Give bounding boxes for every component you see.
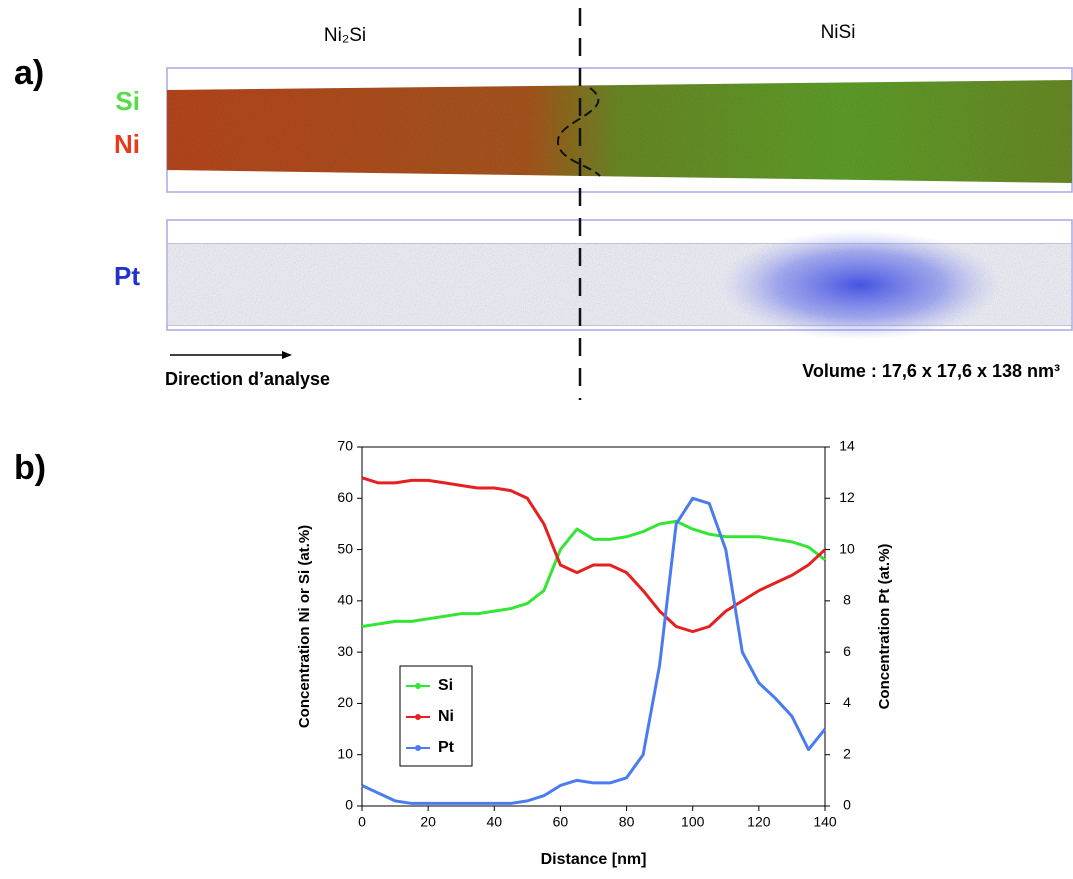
x-tick-label: 140 xyxy=(813,814,837,830)
x-tick-label: 100 xyxy=(681,814,705,830)
y-tick-label: 70 xyxy=(337,438,353,454)
y-tick-label: 10 xyxy=(337,745,353,761)
y-tick-label: 40 xyxy=(337,592,353,608)
x-axis-label: Distance [nm] xyxy=(541,851,647,868)
y-tick-label: 50 xyxy=(337,540,353,556)
direction-label: Direction d’analyse xyxy=(165,369,330,389)
x-tick-label: 0 xyxy=(358,814,366,830)
y-axis-label: Concentration Ni or Si (at.%) xyxy=(296,525,313,728)
y2-tick-label: 8 xyxy=(843,592,851,608)
element-label: Si xyxy=(115,86,140,116)
y2-axis-label: Concentration Pt (at.%) xyxy=(876,544,893,710)
legend-marker xyxy=(415,714,421,720)
interface-curve xyxy=(556,87,601,177)
panel-label: b) xyxy=(14,449,46,487)
pt-cluster xyxy=(720,230,1000,340)
x-tick-label: 20 xyxy=(420,814,436,830)
panel-a: a) Ni₂Si NiSi Si Ni Pt Direction d’analy… xyxy=(14,8,1073,400)
y2-tick-label: 4 xyxy=(843,694,851,710)
x-tick-label: 120 xyxy=(747,814,771,830)
x-tick-label: 80 xyxy=(619,814,635,830)
x-tick-label: 40 xyxy=(486,814,502,830)
series-line xyxy=(361,476,827,634)
y2-tick-label: 14 xyxy=(839,438,855,454)
phase-label: NiSi xyxy=(821,22,856,43)
y-tick-label: 20 xyxy=(337,694,353,710)
legend-label: Si xyxy=(438,677,453,694)
ni-si-map xyxy=(167,80,1072,183)
y-tick-label: 60 xyxy=(337,489,353,505)
y2-tick-label: 10 xyxy=(839,540,855,556)
panel-label: a) xyxy=(14,54,44,92)
y-tick-label: 0 xyxy=(345,797,353,813)
arrow-head xyxy=(282,351,292,359)
series-line xyxy=(361,496,827,805)
series-line xyxy=(361,519,826,628)
legend-marker xyxy=(415,683,421,689)
legend-marker xyxy=(415,745,421,751)
x-tick-label: 60 xyxy=(553,814,569,830)
y2-tick-label: 0 xyxy=(843,797,851,813)
y2-tick-label: 6 xyxy=(843,643,851,659)
legend-label: Pt xyxy=(438,739,455,756)
volume-label: Volume : 17,6 x 17,6 x 138 nm³ xyxy=(802,361,1060,381)
y-tick-label: 30 xyxy=(337,643,353,659)
y2-tick-label: 12 xyxy=(839,489,855,505)
phase-label: Ni₂Si xyxy=(324,25,366,46)
y2-tick-label: 2 xyxy=(843,745,851,761)
legend-label: Ni xyxy=(438,708,454,725)
element-label: Pt xyxy=(114,261,140,291)
element-label: Ni xyxy=(114,129,140,159)
